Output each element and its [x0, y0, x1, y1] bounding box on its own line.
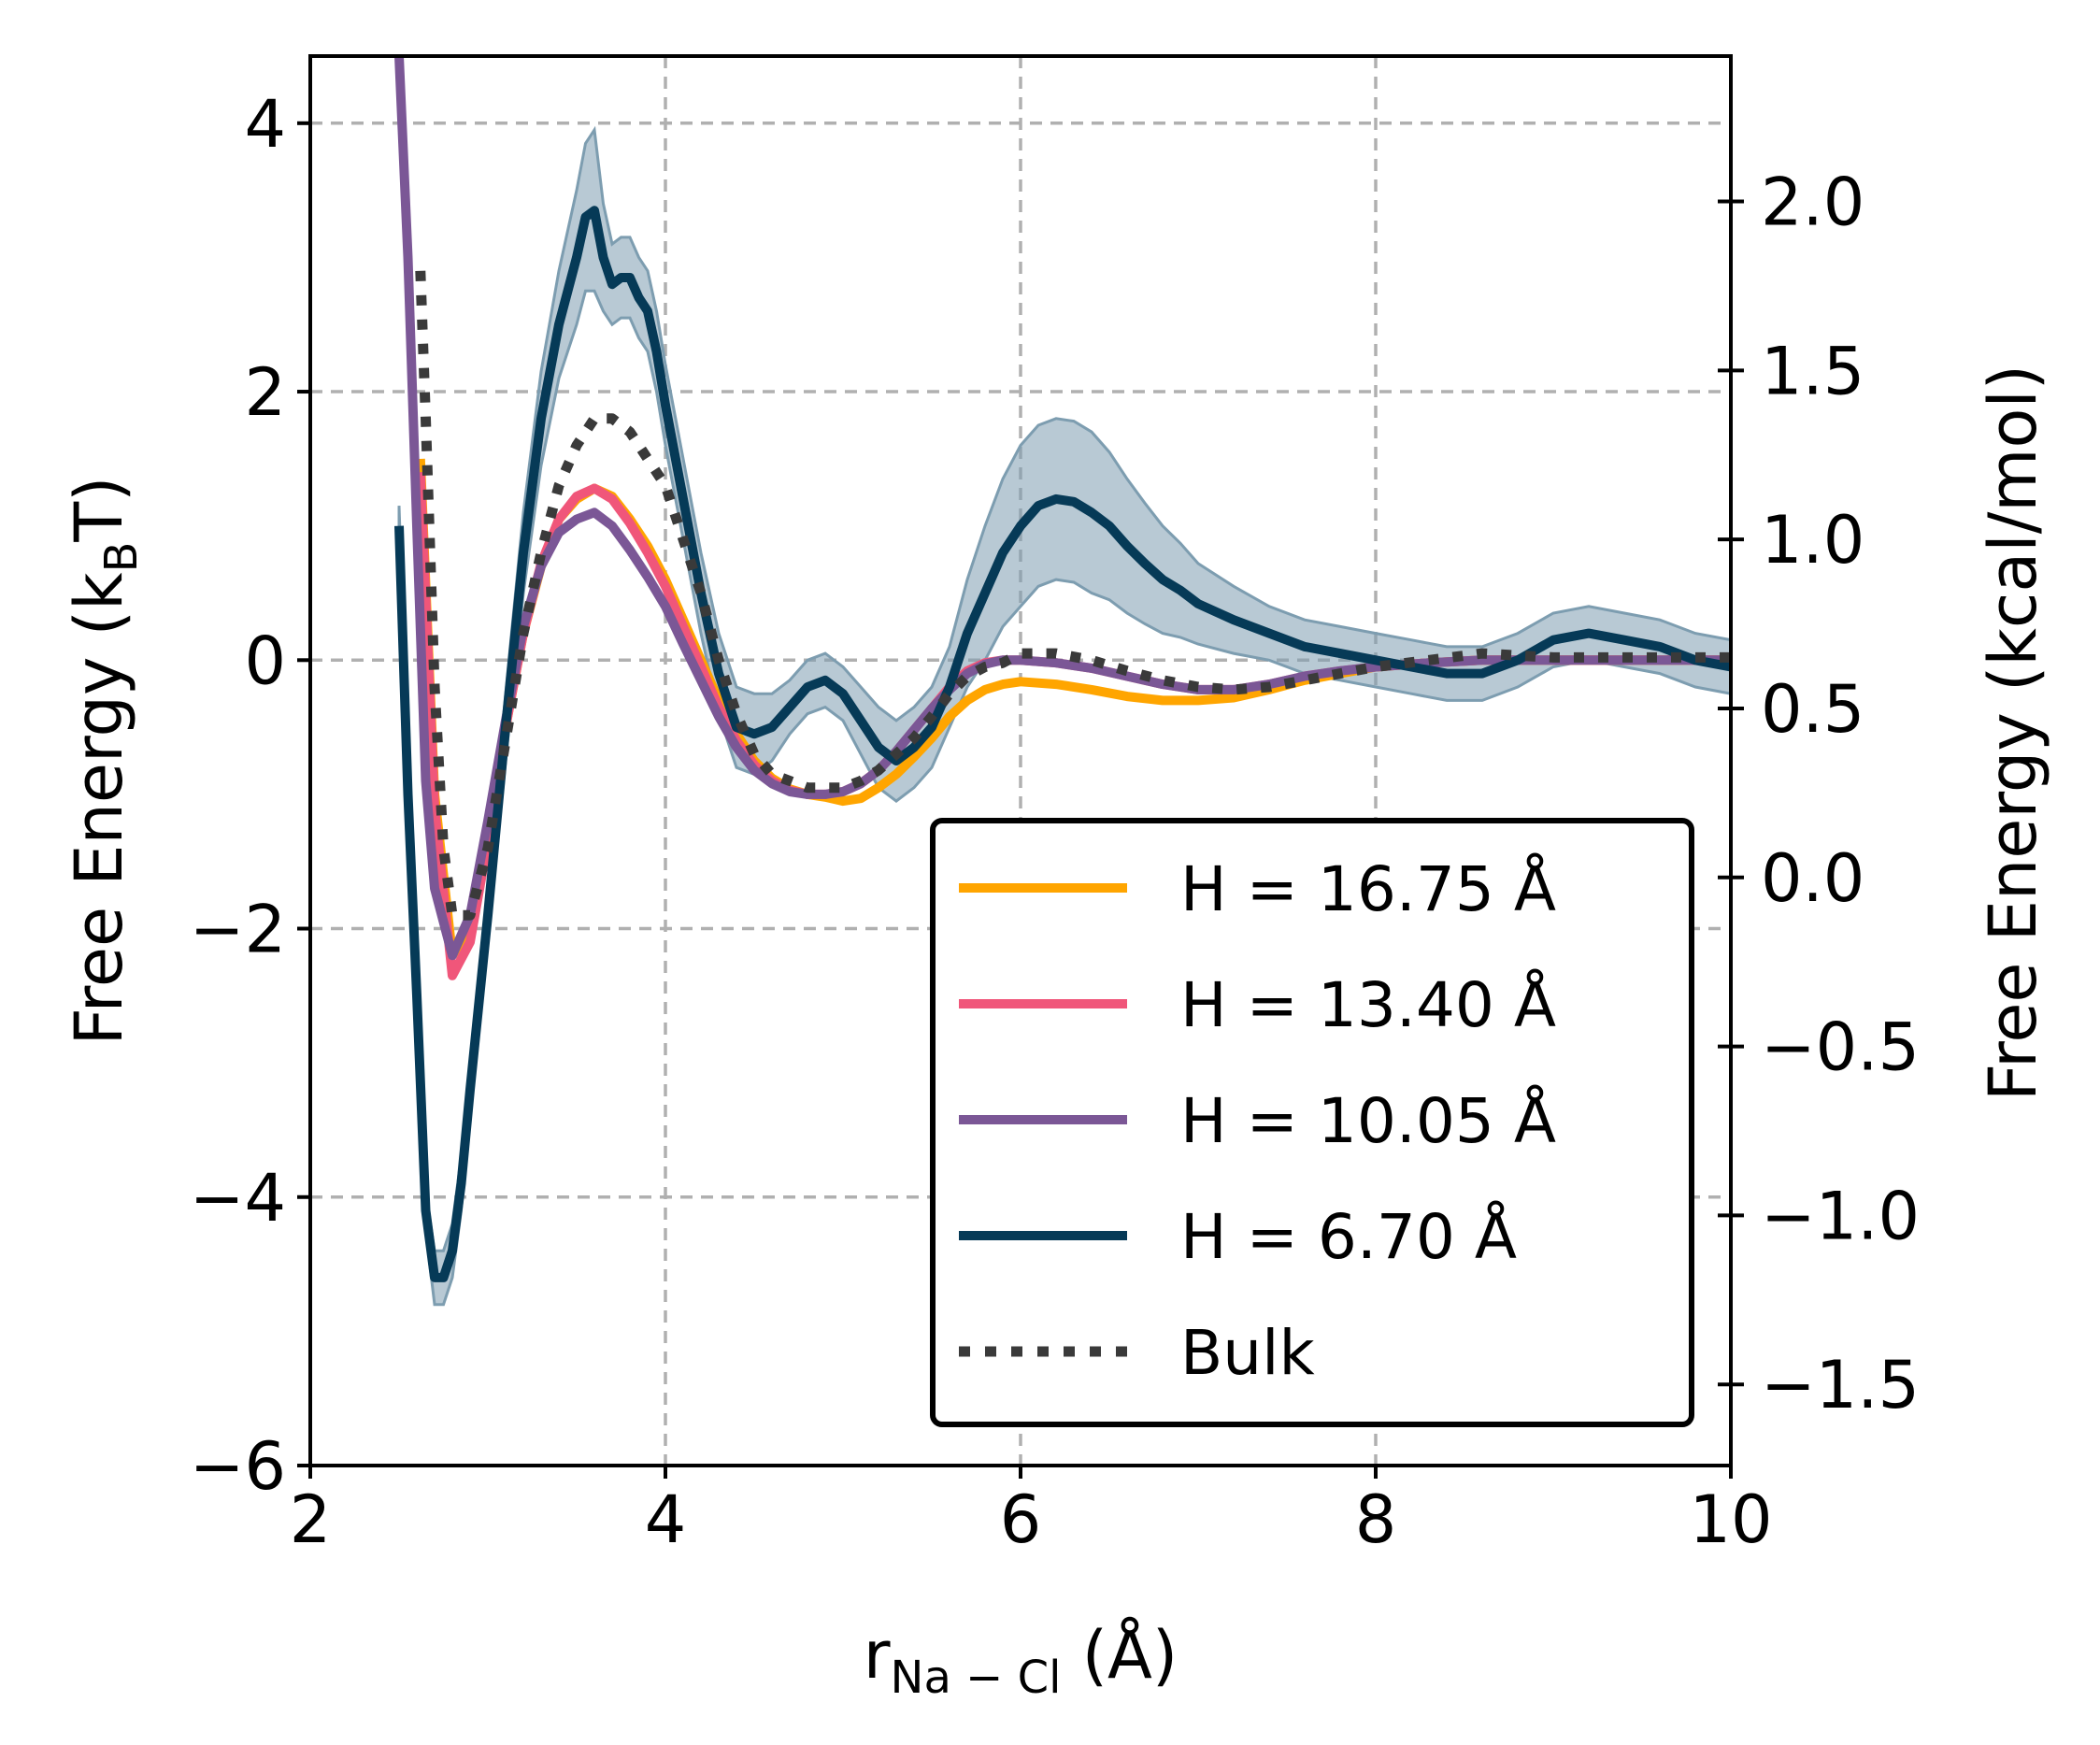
tick-layer: 2 4 6 8 10 −6 −4 −2 0 2 4 −1.5 −1.0 −0.5 0.0 0.5 1.0 1.5 2…: [190, 86, 1920, 1558]
x-axis-title-main: r: [864, 1617, 891, 1694]
axis-titles: rNa − Cl (Å)Free Energy (kBT) Free Energy…: [61, 365, 2051, 1704]
y-axis-title-left: Free Energy (kBT): [61, 477, 148, 1046]
y-tick-label-right: 0.0: [1761, 840, 1864, 917]
x-axis-title: rNa − Cl (Å): [864, 1617, 1178, 1704]
x-tick-label: 10: [1689, 1481, 1772, 1558]
y-axis-title-left-unit: T): [61, 477, 137, 543]
y-axis-title-left-sub: B: [95, 542, 148, 573]
series-layer: [394, 56, 1731, 1282]
confidence-band-layer: [397, 125, 1731, 1307]
y-tick-label-right: 1.0: [1761, 502, 1864, 579]
y-tick-label-left: −4: [190, 1160, 286, 1237]
x-tick-label: 8: [1355, 1481, 1397, 1558]
series-line-4: [415, 270, 1731, 921]
y-tick-label-left: 4: [244, 86, 286, 163]
y-tick-label-left: 2: [244, 354, 286, 431]
y-tick-label-right: −0.5: [1761, 1009, 1920, 1086]
x-tick-label: 2: [290, 1481, 332, 1558]
y-tick-label-left: −6: [190, 1428, 286, 1505]
y-tick-label-left: 0: [244, 622, 286, 699]
uncertainty-band: [397, 125, 1731, 1307]
y-axis-title-left-main: Free Energy (k: [61, 572, 137, 1045]
x-axis-title-sub: Na − Cl: [891, 1652, 1062, 1704]
y-tick-label-right: −1.0: [1761, 1178, 1920, 1254]
legend-label-0: H = 16.75 Å: [1180, 853, 1556, 925]
legend: H = 16.75 Å H = 13.40 Å H = 10.05 Å H = 6.7…: [930, 818, 1694, 1427]
legend-label-2: H = 10.05 Å: [1180, 1085, 1556, 1157]
x-tick-label: 6: [1000, 1481, 1042, 1558]
y-tick-label-right: −1.5: [1761, 1347, 1920, 1423]
y-tick-label-right: 2.0: [1761, 164, 1864, 241]
series-line-3: [394, 206, 1731, 1282]
y-tick-label-right: 0.5: [1761, 671, 1864, 748]
x-tick-label: 4: [645, 1481, 687, 1558]
y-tick-label-left: −2: [190, 892, 286, 968]
legend-label-3: H = 6.70 Å: [1180, 1201, 1517, 1273]
legend-label-1: H = 13.40 Å: [1180, 969, 1556, 1041]
y-axis-title-right: Free Energy (kcal/mol): [1975, 365, 2051, 1101]
legend-box: [930, 818, 1694, 1427]
legend-label-4: Bulk: [1180, 1317, 1315, 1389]
y-tick-label-right: 1.5: [1761, 333, 1864, 409]
x-axis-title-unit: (Å): [1061, 1617, 1178, 1694]
